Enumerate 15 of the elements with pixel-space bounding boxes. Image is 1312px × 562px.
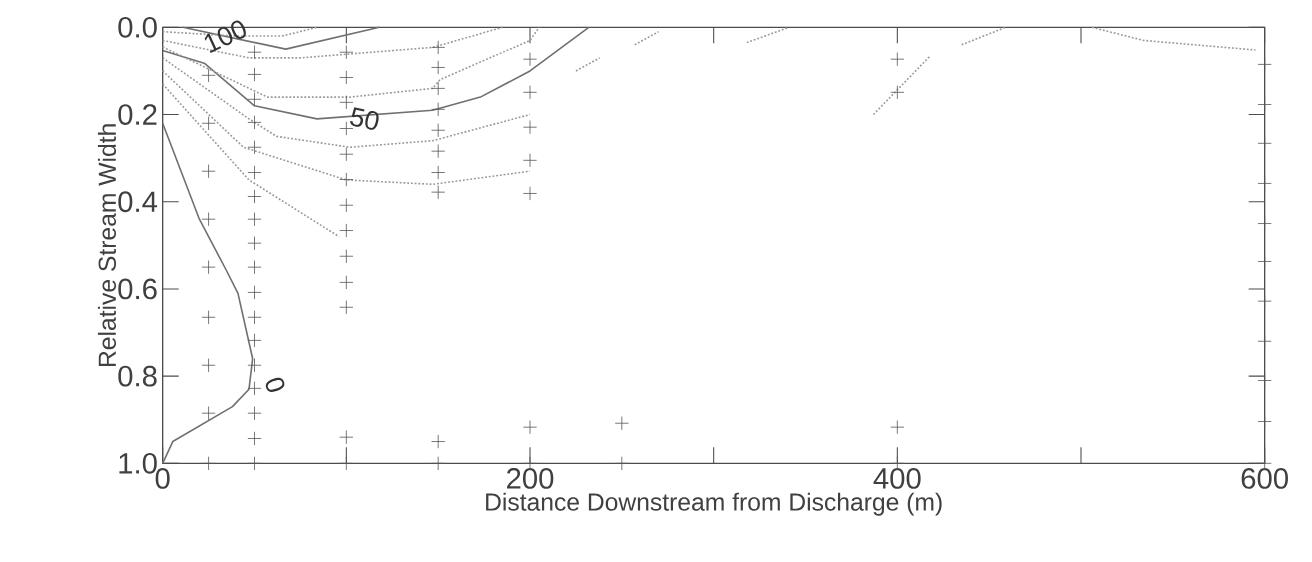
annotation: 100: [204, 20, 246, 53]
x-axis-title: Distance Downstream from Discharge (m): [486, 492, 942, 516]
y-tick-label: 0.2: [118, 104, 157, 125]
y-axis-title: Relative Stream Width: [97, 124, 117, 366]
annotation: 0: [265, 377, 285, 392]
x-tick-label: 200: [507, 468, 554, 489]
y-tick-label: 0.0: [118, 16, 157, 38]
y-tick-label: 0.6: [118, 278, 157, 300]
annotation: 50: [350, 107, 379, 130]
x-tick-label: 400: [873, 468, 921, 489]
x-tick-label: 0: [155, 468, 170, 489]
x-tick-label: 600: [1241, 468, 1288, 489]
y-tick-label: 0.8: [118, 365, 157, 387]
y-tick-label: 1.0: [119, 452, 157, 474]
y-tick-label: 0.4: [118, 191, 158, 213]
